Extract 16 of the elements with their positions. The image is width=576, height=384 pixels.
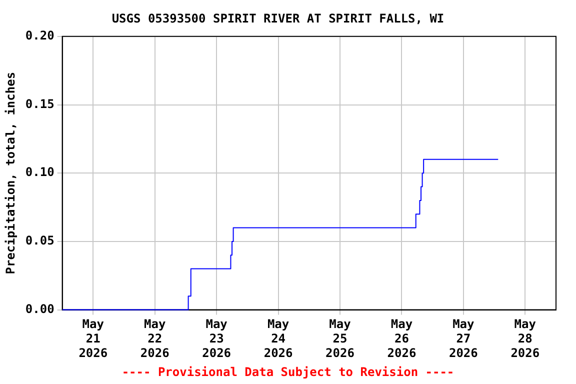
y-tick-label: 0.20 [25, 28, 54, 43]
y-tick-label: 0.15 [25, 96, 54, 111]
x-tick-label: May 27 2026 [448, 317, 478, 360]
y-axis-title: Precipitation, total, inches [3, 72, 18, 274]
y-tick-label: 0.05 [25, 234, 54, 248]
y-tick-label: 0.10 [25, 165, 54, 180]
x-tick-label: May 26 2026 [387, 317, 416, 360]
x-tick-label: May 28 2026 [510, 317, 540, 360]
chart-title: USGS 05393500 SPIRIT RIVER AT SPIRIT FALLS, WI [112, 11, 444, 26]
x-tick-label: May 25 2026 [326, 317, 354, 360]
x-tick-label: May 24 2026 [264, 317, 293, 360]
x-tick-label: May 22 2026 [140, 317, 170, 360]
text: ---- Provisional Data Subject to Revision ---- [120, 364, 456, 380]
x-tick-label: May 23 2026 [202, 317, 232, 360]
y-tick-label: 0.00 [25, 302, 54, 316]
x-tick-label: May 21 2026 [78, 317, 108, 360]
